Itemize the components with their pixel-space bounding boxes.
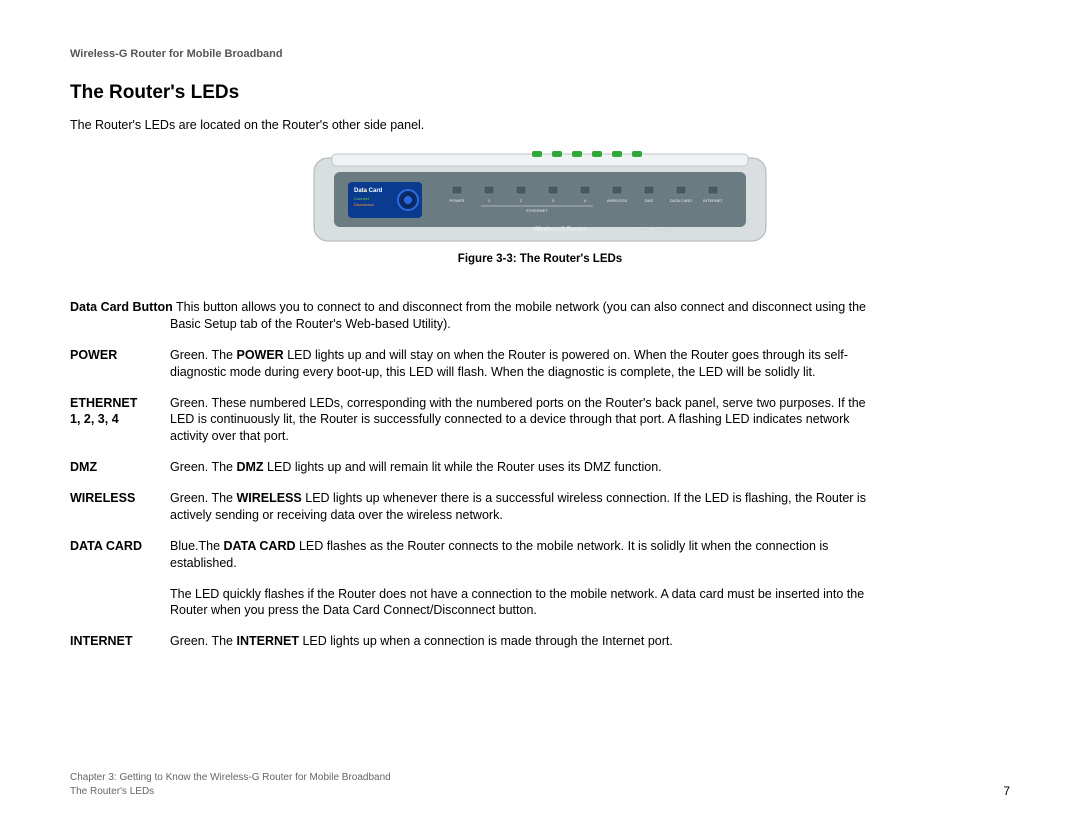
definition-row: DATA CARDBlue.The DATA CARD LED flashes … bbox=[70, 538, 1010, 620]
definition-desc: Data Card Button This button allows you … bbox=[70, 299, 890, 333]
definition-row: POWERGreen. The POWER LED lights up and … bbox=[70, 347, 1010, 381]
definition-desc: Green. The INTERNET LED lights up when a… bbox=[170, 633, 890, 650]
svg-text:POWER: POWER bbox=[449, 198, 464, 203]
intro-text: The Router's LEDs are located on the Rou… bbox=[70, 118, 1010, 132]
svg-text:for Mobile Broadband: for Mobile Broadband bbox=[630, 227, 678, 233]
svg-text:Wireless-G Router: Wireless-G Router bbox=[534, 227, 587, 233]
figure-caption: Figure 3-3: The Router's LEDs bbox=[70, 253, 1010, 265]
svg-text:Data Card: Data Card bbox=[354, 188, 383, 194]
section-title: The Router's LEDs bbox=[70, 82, 1010, 104]
page-number: 7 bbox=[1003, 784, 1010, 798]
svg-text:DMZ: DMZ bbox=[645, 198, 654, 203]
page-footer: Chapter 3: Getting to Know the Wireless-… bbox=[70, 771, 1010, 798]
definition-row: WIRELESSGreen. The WIRELESS LED lights u… bbox=[70, 490, 1010, 524]
footer-chapter: Chapter 3: Getting to Know the Wireless-… bbox=[70, 771, 391, 785]
definition-term-sub: 1, 2, 3, 4 bbox=[70, 411, 170, 428]
definition-row: ETHERNET1, 2, 3, 4Green. These numbered … bbox=[70, 395, 1010, 446]
svg-text:INTERNET: INTERNET bbox=[703, 198, 724, 203]
definition-desc: Blue.The DATA CARD LED flashes as the Ro… bbox=[170, 538, 890, 620]
definition-term: INTERNET bbox=[70, 633, 170, 650]
doc-header: Wireless-G Router for Mobile Broadband bbox=[70, 48, 1010, 60]
definition-desc: Green. The WIRELESS LED lights up whenev… bbox=[170, 490, 890, 524]
definition-term: DMZ bbox=[70, 459, 170, 476]
definition-term: ETHERNET1, 2, 3, 4 bbox=[70, 395, 170, 429]
footer-section: The Router's LEDs bbox=[70, 785, 391, 799]
definition-row: DMZGreen. The DMZ LED lights up and will… bbox=[70, 459, 1010, 476]
svg-text:ETHERNET: ETHERNET bbox=[526, 208, 548, 213]
definition-term: WIRELESS bbox=[70, 490, 170, 507]
svg-text:Disconnect: Disconnect bbox=[354, 202, 375, 207]
svg-text:Connect: Connect bbox=[354, 196, 370, 201]
router-illustration: Data CardConnectDisconnectPOWER1234WIREL… bbox=[312, 150, 768, 245]
svg-text:DATA CARD: DATA CARD bbox=[670, 198, 692, 203]
definition-desc: Green. These numbered LEDs, correspondin… bbox=[170, 395, 890, 446]
definition-desc: Green. The DMZ LED lights up and will re… bbox=[170, 459, 890, 476]
definition-row: INTERNETGreen. The INTERNET LED lights u… bbox=[70, 633, 1010, 650]
svg-text:WIRELESS: WIRELESS bbox=[607, 198, 628, 203]
definition-row: Data Card Button This button allows you … bbox=[70, 299, 1010, 333]
definitions-list: Data Card Button This button allows you … bbox=[70, 299, 1010, 650]
definition-term: POWER bbox=[70, 347, 170, 364]
figure: Data CardConnectDisconnectPOWER1234WIREL… bbox=[70, 150, 1010, 265]
definition-desc: Green. The POWER LED lights up and will … bbox=[170, 347, 890, 381]
definition-term: DATA CARD bbox=[70, 538, 170, 555]
